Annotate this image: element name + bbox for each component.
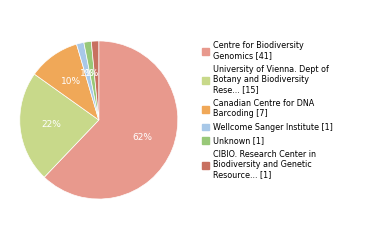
Wedge shape [35,44,99,120]
Text: 1%: 1% [81,69,95,78]
Text: 10%: 10% [61,77,81,86]
Wedge shape [91,41,99,120]
Wedge shape [84,41,99,120]
Text: 1%: 1% [85,69,99,78]
Legend: Centre for Biodiversity
Genomics [41], University of Vienna. Dept of
Botany and : Centre for Biodiversity Genomics [41], U… [202,41,333,179]
Wedge shape [44,41,178,199]
Wedge shape [76,42,99,120]
Text: 62%: 62% [133,133,153,142]
Wedge shape [20,74,99,177]
Text: 22%: 22% [42,120,62,129]
